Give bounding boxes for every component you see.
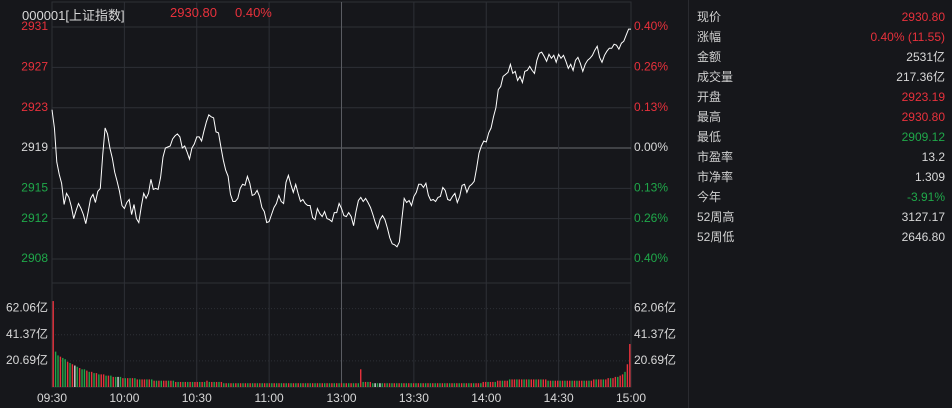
info-row: 最高 2930.80 xyxy=(697,107,945,127)
time-tick-label: 10:30 xyxy=(182,391,212,405)
symbol-label: 000001[上证指数] xyxy=(22,8,125,23)
time-tick-label: 15:00 xyxy=(616,391,646,405)
info-row: 市盈率 13.2 xyxy=(697,147,945,167)
info-label: 最高 xyxy=(697,110,722,124)
info-row: 开盘 2923.19 xyxy=(697,87,945,107)
info-row: 今年 -3.91% xyxy=(697,187,945,207)
info-value: 13.2 xyxy=(921,150,945,164)
info-value: 3127.17 xyxy=(901,210,945,224)
info-row: 成交量 217.36亿 xyxy=(697,67,945,87)
time-tick-label: 14:00 xyxy=(471,391,501,405)
info-row: 金额 2531亿 xyxy=(697,47,945,67)
time-tick-label: 13:00 xyxy=(326,391,356,405)
price-tick-label: 2927 xyxy=(21,60,48,74)
pct-tick-label: 0.26% xyxy=(634,60,668,74)
pct-tick-label: 0.40% xyxy=(634,251,668,265)
price-tick-label: 2915 xyxy=(21,181,48,195)
intraday-chart-panel[interactable]: 2931 2927 2923 2919 2915 2912 2908 0.40% 0.26% 0.… xyxy=(0,0,687,408)
price-tick-label: 2931 xyxy=(21,19,48,33)
info-row: 52周高 3127.17 xyxy=(697,207,945,227)
info-label: 金额 xyxy=(697,50,722,64)
info-label: 开盘 xyxy=(697,90,722,104)
info-label: 现价 xyxy=(697,10,722,24)
price-tick-label: 2919 xyxy=(21,140,48,154)
volume-tick-label: 62.06亿 xyxy=(634,300,676,315)
quote-info-panel: 现价 2930.80 涨幅 0.40% (11.55) 金额 2531亿成交量 217.36… xyxy=(688,0,952,408)
info-label: 52周低 xyxy=(697,230,735,244)
pct-tick-label: 0.26% xyxy=(634,211,668,225)
volume-tick-label: 41.37亿 xyxy=(6,326,48,341)
volume-tick-label: 20.69亿 xyxy=(6,352,48,367)
pct-tick-label: 0.13% xyxy=(634,181,668,195)
info-value: 0.40% (11.55) xyxy=(870,30,946,44)
pct-tick-label: 0.40% xyxy=(634,19,668,33)
info-row: 最低 2909.12 xyxy=(697,127,945,147)
info-value: 2930.80 xyxy=(901,110,945,124)
info-value: 2930.80 xyxy=(901,10,945,24)
time-tick-label: 10:00 xyxy=(109,391,139,405)
price-tick-label: 2912 xyxy=(21,211,48,225)
info-label: 今年 xyxy=(697,190,722,204)
volume-bars xyxy=(52,301,631,387)
info-label: 最低 xyxy=(697,130,722,144)
info-value: 2646.80 xyxy=(901,230,945,244)
info-value: 1.309 xyxy=(914,170,945,184)
pct-tick-label: 0.00% xyxy=(634,140,668,154)
price-line xyxy=(51,28,631,248)
header-price: 2930.80 xyxy=(170,5,217,20)
info-label: 涨幅 xyxy=(697,30,722,44)
time-tick-label: 09:30 xyxy=(37,391,67,405)
info-label: 52周高 xyxy=(697,210,735,224)
info-row: 52周低 2646.80 xyxy=(697,227,945,247)
volume-tick-label: 62.06亿 xyxy=(6,300,48,315)
price-tick-label: 2923 xyxy=(21,100,48,114)
chart-grid xyxy=(51,1,632,388)
info-label: 市净率 xyxy=(697,170,734,184)
info-value: -3.91% xyxy=(906,190,945,204)
time-tick-label: 13:30 xyxy=(399,391,429,405)
info-row: 涨幅 0.40% (11.55) xyxy=(697,27,945,47)
pct-tick-label: 0.13% xyxy=(634,100,668,114)
time-tick-label: 11:00 xyxy=(255,391,284,405)
volume-tick-label: 20.69亿 xyxy=(634,352,676,367)
axis-labels: 2931 2927 2923 2919 2915 2912 2908 0.40% 0.26% 0.… xyxy=(6,19,676,405)
info-label: 市盈率 xyxy=(697,150,734,164)
info-row: 市净率 1.309 xyxy=(697,167,945,187)
info-row: 现价 2930.80 xyxy=(697,7,945,27)
info-value: 2909.12 xyxy=(901,130,945,144)
info-value: 217.36亿 xyxy=(896,70,945,84)
volume-tick-label: 41.37亿 xyxy=(634,326,676,341)
info-label: 成交量 xyxy=(697,70,734,84)
header-change-pct: 0.40% xyxy=(235,5,272,20)
time-tick-label: 14:30 xyxy=(544,391,574,405)
price-tick-label: 2908 xyxy=(21,251,48,265)
info-value: 2923.19 xyxy=(901,90,945,104)
intraday-chart[interactable]: 2931 2927 2923 2919 2915 2912 2908 0.40% 0.26% 0.… xyxy=(0,0,687,408)
info-value: 2531亿 xyxy=(906,50,945,64)
